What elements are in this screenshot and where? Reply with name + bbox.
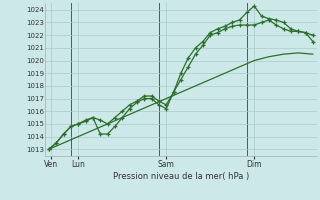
X-axis label: Pression niveau de la mer( hPa ): Pression niveau de la mer( hPa ) [113, 172, 249, 181]
